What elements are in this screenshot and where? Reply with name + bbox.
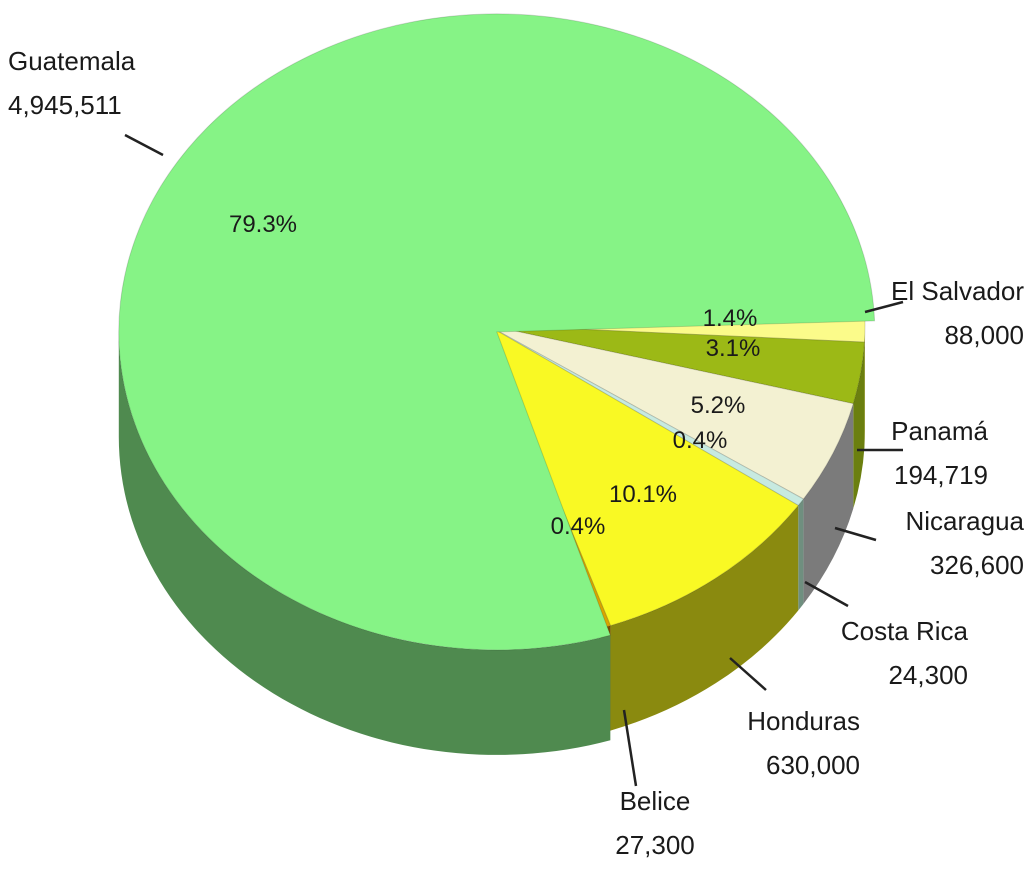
leader-lines [124,133,904,787]
side-el-salvador [864,325,865,448]
leader-line-honduras [729,657,767,691]
slice-label-belice: Belice [620,786,691,816]
percent-label-el-salvador: 1.4% [703,305,758,332]
side-guatemala [118,331,611,755]
leader-line-belice [622,709,638,787]
pie-top-faces [118,13,876,651]
percent-label-guatemala: 79.3% [229,211,297,238]
percent-labels: 79.3%1.4%3.1%5.2%0.4%10.1%0.4% [229,211,760,540]
pie-side-walls [118,325,865,755]
slice-nicaragua [486,324,854,500]
percent-label-costa-rica: 0.4% [673,427,728,454]
slice-value-belice: 27,300 [615,830,695,860]
slice-label-honduras: Honduras [747,706,860,736]
slice-panama [486,324,865,405]
percent-label-honduras: 10.1% [609,481,677,508]
slice-label-nicaragua: Nicaragua [905,506,1024,536]
slice-label-guatemala: Guatemala [8,46,136,76]
leader-line-nicaragua [834,526,877,542]
slice-value-guatemala: 4,945,511 [8,90,122,120]
slice-value-costa-rica: 24,300 [888,660,968,690]
leader-line-costa-rica [804,580,849,608]
percent-label-panama: 3.1% [706,335,761,362]
percent-label-belice: 0.4% [551,513,606,540]
slice-guatemala [118,13,876,651]
side-nicaragua [803,403,854,605]
slice-label-el-salvador: El Salvador [891,276,1024,306]
side-panama [853,342,865,509]
slice-honduras [485,323,799,627]
slice-costa-rica [486,324,805,507]
side-honduras [610,505,799,731]
slice-value-el-salvador: 88,000 [944,320,1024,350]
percent-label-nicaragua: 5.2% [691,392,746,419]
slice-value-honduras: 630,000 [766,750,860,780]
side-costa-rica [798,499,804,611]
slice-label-panama: Panamá [891,416,988,446]
slice-label-costa-rica: Costa Rica [841,616,969,646]
slice-value-panama: 194,719 [894,460,988,490]
slice-labels: Guatemala 4,945,511 El Salvador 88,000 Panam… [8,46,1025,860]
slice-value-nicaragua: 326,600 [930,550,1024,580]
leader-line-el-salvador [864,300,904,314]
leader-line-guatemala [124,133,164,157]
